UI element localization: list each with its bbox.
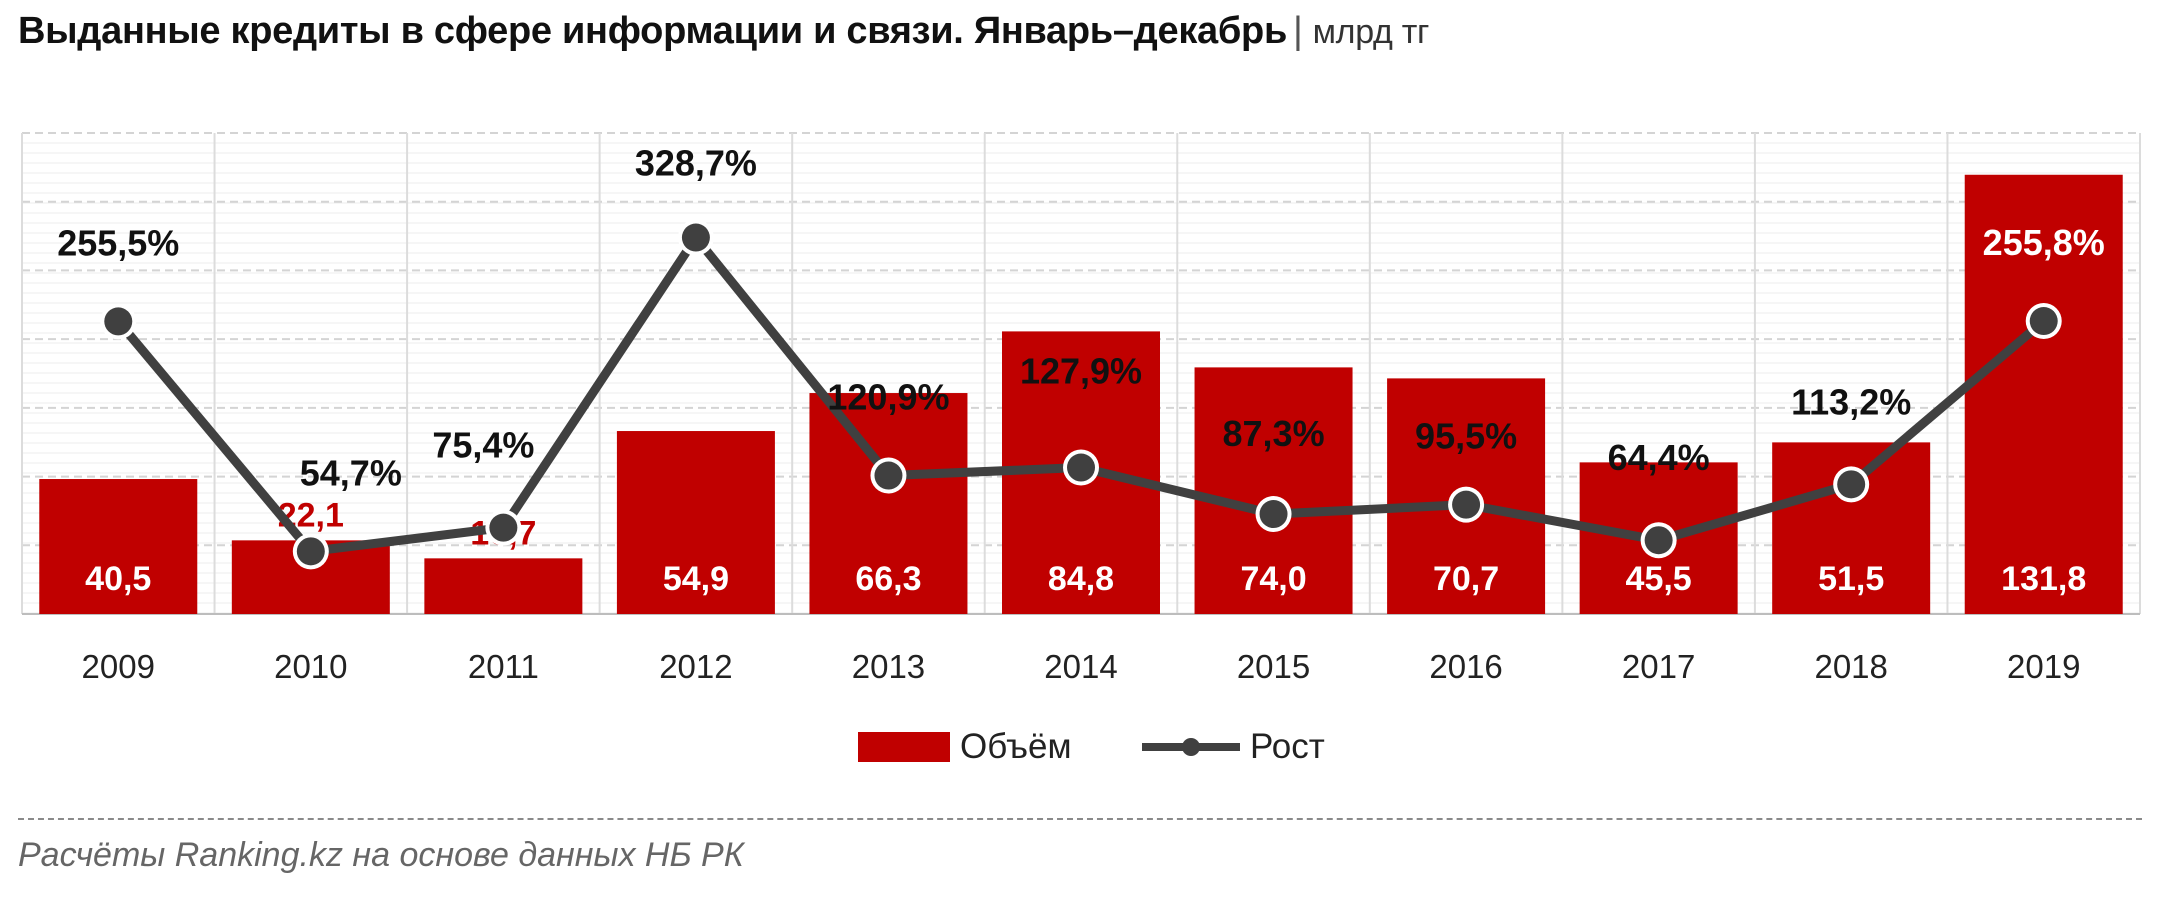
legend: Объём Рост: [858, 727, 1325, 766]
source-note: Расчёты Ranking.kz на основе данных НБ Р…: [18, 836, 744, 874]
growth-label-2011: 75,4%: [432, 425, 534, 466]
growth-label-2018: 113,2%: [1791, 381, 1911, 422]
growth-point-2012: [681, 223, 710, 252]
growth-label-2015: 87,3%: [1223, 413, 1325, 454]
bar-2015: [1194, 367, 1353, 614]
x-tick-2009: 2009: [82, 648, 155, 685]
bar-label-2015: 74,0: [1240, 560, 1306, 598]
bar-label-2013: 66,3: [855, 560, 921, 598]
footer-divider: [18, 818, 2142, 820]
bar-label-2018: 51,5: [1818, 560, 1884, 598]
growth-label-2013: 120,9%: [827, 377, 949, 418]
bar-2013: [809, 393, 968, 614]
bar-2011: [424, 558, 583, 614]
growth-point-2018: [1837, 470, 1866, 499]
bar-label-2012: 54,9: [663, 560, 729, 598]
growth-points: [100, 219, 2062, 570]
x-tick-2018: 2018: [1814, 648, 1887, 685]
growth-labels: 255,5% 54,7% 75,4% 328,7% 120,9% 127,9% 87,3% 9…: [57, 143, 2105, 494]
growth-point-2016: [1452, 490, 1481, 519]
x-tick-2016: 2016: [1429, 648, 1502, 685]
legend-label-volume: Объём: [960, 727, 1072, 766]
x-tick-2014: 2014: [1044, 648, 1117, 685]
growth-point-2011: [489, 513, 518, 542]
bar-2019: [1964, 174, 2123, 614]
chart-unit: млрд тг: [1312, 13, 1430, 51]
bar-label-2009: 40,5: [85, 560, 151, 598]
growth-label-2014: 127,9%: [1020, 351, 1142, 392]
bars: [39, 174, 2123, 614]
chart-title: Выданные кредиты в сфере информации и св…: [18, 10, 1429, 53]
x-tick-2019: 2019: [2007, 648, 2080, 685]
x-tick-2010: 2010: [274, 648, 347, 685]
legend-swatch-growth-marker: [1182, 738, 1200, 756]
chart: 40,522,116,754,966,384,874,070,745,551,5…: [21, 132, 2141, 766]
x-tick-2017: 2017: [1622, 648, 1695, 685]
growth-point-2015: [1259, 500, 1288, 529]
legend-label-growth: Рост: [1250, 727, 1325, 766]
bar-2009: [39, 479, 198, 614]
chart-title-text: Выданные кредиты в сфере информации и св…: [18, 10, 1288, 52]
growth-label-2017: 64,4%: [1608, 437, 1710, 478]
growth-label-2009: 255,5%: [57, 222, 179, 263]
growth-point-2019: [2029, 307, 2058, 336]
x-tick-2012: 2012: [659, 648, 732, 685]
legend-swatch-volume: [858, 732, 950, 762]
bar-label-2014: 84,8: [1048, 560, 1114, 598]
title-separator: |: [1293, 10, 1303, 52]
growth-point-2014: [1067, 453, 1095, 482]
x-tick-2013: 2013: [852, 648, 925, 685]
growth-label-2016: 95,5%: [1415, 416, 1517, 457]
bar-label-2019: 131,8: [2001, 560, 2086, 598]
growth-point-2017: [1644, 526, 1673, 555]
bar-2012: [616, 431, 775, 614]
growth-label-2012: 328,7%: [635, 143, 757, 184]
x-tick-2015: 2015: [1237, 648, 1310, 685]
growth-point-2010: [296, 537, 325, 566]
bar-label-2016: 70,7: [1433, 560, 1499, 598]
x-tick-2011: 2011: [468, 648, 539, 685]
bar-label-2017: 45,5: [1626, 560, 1692, 598]
growth-point-2013: [874, 461, 903, 490]
growth-label-2010: 54,7%: [300, 452, 402, 493]
bar-labels: 40,522,116,754,966,384,874,070,745,551,5…: [85, 496, 2086, 598]
x-axis-ticks: 2009 2010 2011 2012 2013 2014 2015 2016 2017 2018…: [82, 648, 2081, 685]
growth-label-2019: 255,8%: [1983, 222, 2105, 263]
growth-point-2009: [104, 307, 133, 336]
